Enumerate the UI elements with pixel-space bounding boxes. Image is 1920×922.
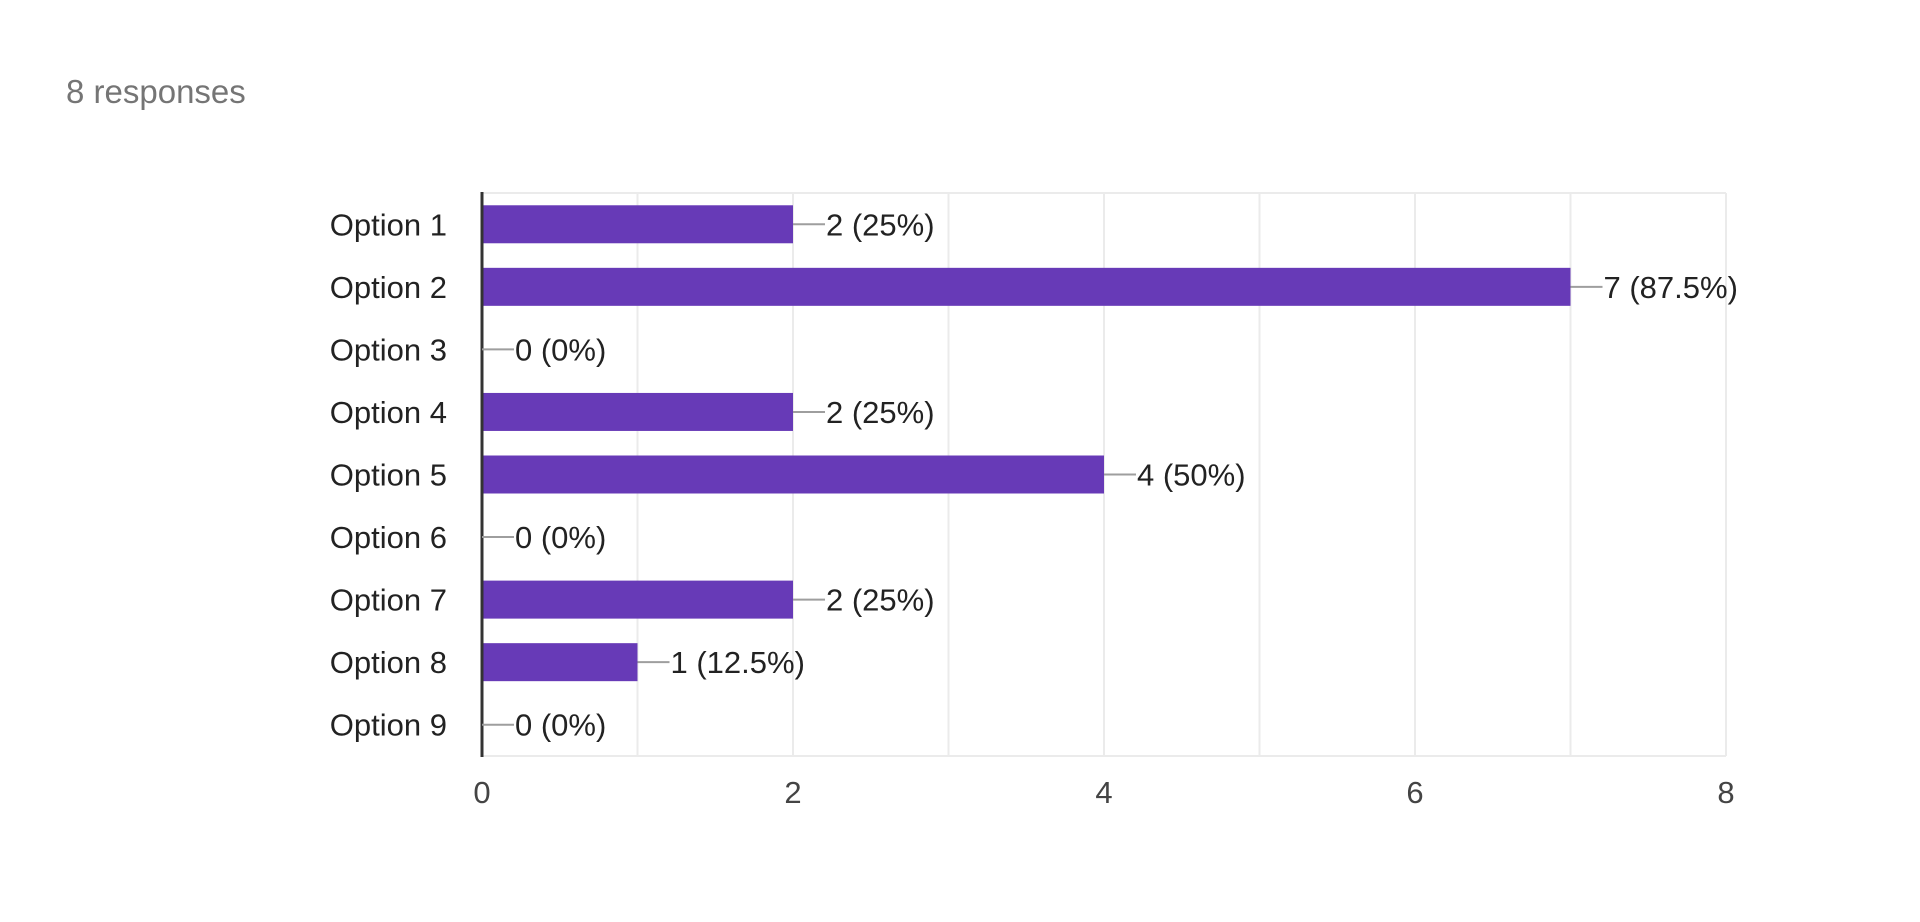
data-label-5: 4 (50%)	[1137, 458, 1246, 493]
bar-5	[482, 455, 1104, 494]
data-label-8: 1 (12.5%)	[671, 645, 805, 680]
bar-8	[482, 643, 638, 682]
data-label-9: 0 (0%)	[515, 708, 606, 743]
labels: 2 (25%) Option 1 7 (87.5%) Option 2 0 (0%) Op…	[330, 207, 1738, 742]
category-label-3: Option 3	[330, 332, 447, 367]
data-label-7: 2 (25%)	[826, 583, 935, 618]
x-tick-label-6: 6	[1406, 775, 1423, 810]
category-label-2: Option 2	[330, 270, 447, 305]
category-label-4: Option 4	[330, 395, 447, 430]
x-tick-label-2: 2	[784, 775, 801, 810]
bar-1	[482, 205, 793, 244]
x-tick-label-0: 0	[473, 775, 490, 810]
bars	[482, 205, 1571, 682]
data-label-1: 2 (25%)	[826, 207, 935, 242]
category-label-5: Option 5	[330, 458, 447, 493]
x-tick-label-4: 4	[1095, 775, 1112, 810]
data-label-6: 0 (0%)	[515, 520, 606, 555]
data-label-4: 2 (25%)	[826, 395, 935, 430]
bar-7	[482, 580, 793, 619]
category-label-1: Option 1	[330, 207, 447, 242]
bar-4	[482, 392, 793, 431]
data-label-2: 7 (87.5%)	[1604, 270, 1738, 305]
category-label-9: Option 9	[330, 708, 447, 743]
responses-count: 8 responses	[66, 73, 246, 110]
axis: 0 2 4 6 8	[473, 192, 1735, 810]
bar-2	[482, 267, 1571, 306]
data-label-3: 0 (0%)	[515, 332, 606, 367]
category-label-6: Option 6	[330, 520, 447, 555]
category-label-7: Option 7	[330, 583, 447, 618]
category-label-8: Option 8	[330, 645, 447, 680]
x-tick-label-8: 8	[1717, 775, 1734, 810]
